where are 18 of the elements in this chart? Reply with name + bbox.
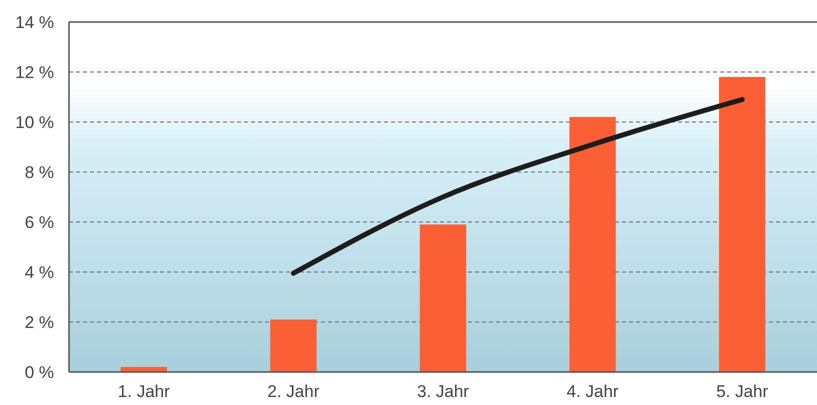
y-tick-label: 10 % bbox=[15, 112, 54, 132]
y-tick-label: 2 % bbox=[24, 312, 54, 332]
x-tick-label: 3. Jahr bbox=[417, 382, 470, 401]
bar bbox=[270, 320, 317, 372]
bar bbox=[120, 367, 167, 372]
bar bbox=[420, 224, 466, 372]
y-tick-label: 8 % bbox=[24, 162, 54, 182]
x-tick-label: 5. Jahr bbox=[716, 382, 769, 401]
y-tick-label: 4 % bbox=[24, 262, 54, 282]
y-tick-label: 12 % bbox=[15, 62, 54, 82]
bar bbox=[569, 117, 616, 372]
y-tick-label: 6 % bbox=[24, 212, 54, 232]
y-tick-label: 14 % bbox=[15, 12, 54, 32]
x-tick-label: 2. Jahr bbox=[267, 382, 320, 401]
x-tick-label: 1. Jahr bbox=[118, 382, 170, 401]
y-tick-label: 0 % bbox=[24, 362, 54, 382]
bar bbox=[719, 77, 766, 372]
x-tick-label: 4. Jahr bbox=[566, 382, 619, 401]
